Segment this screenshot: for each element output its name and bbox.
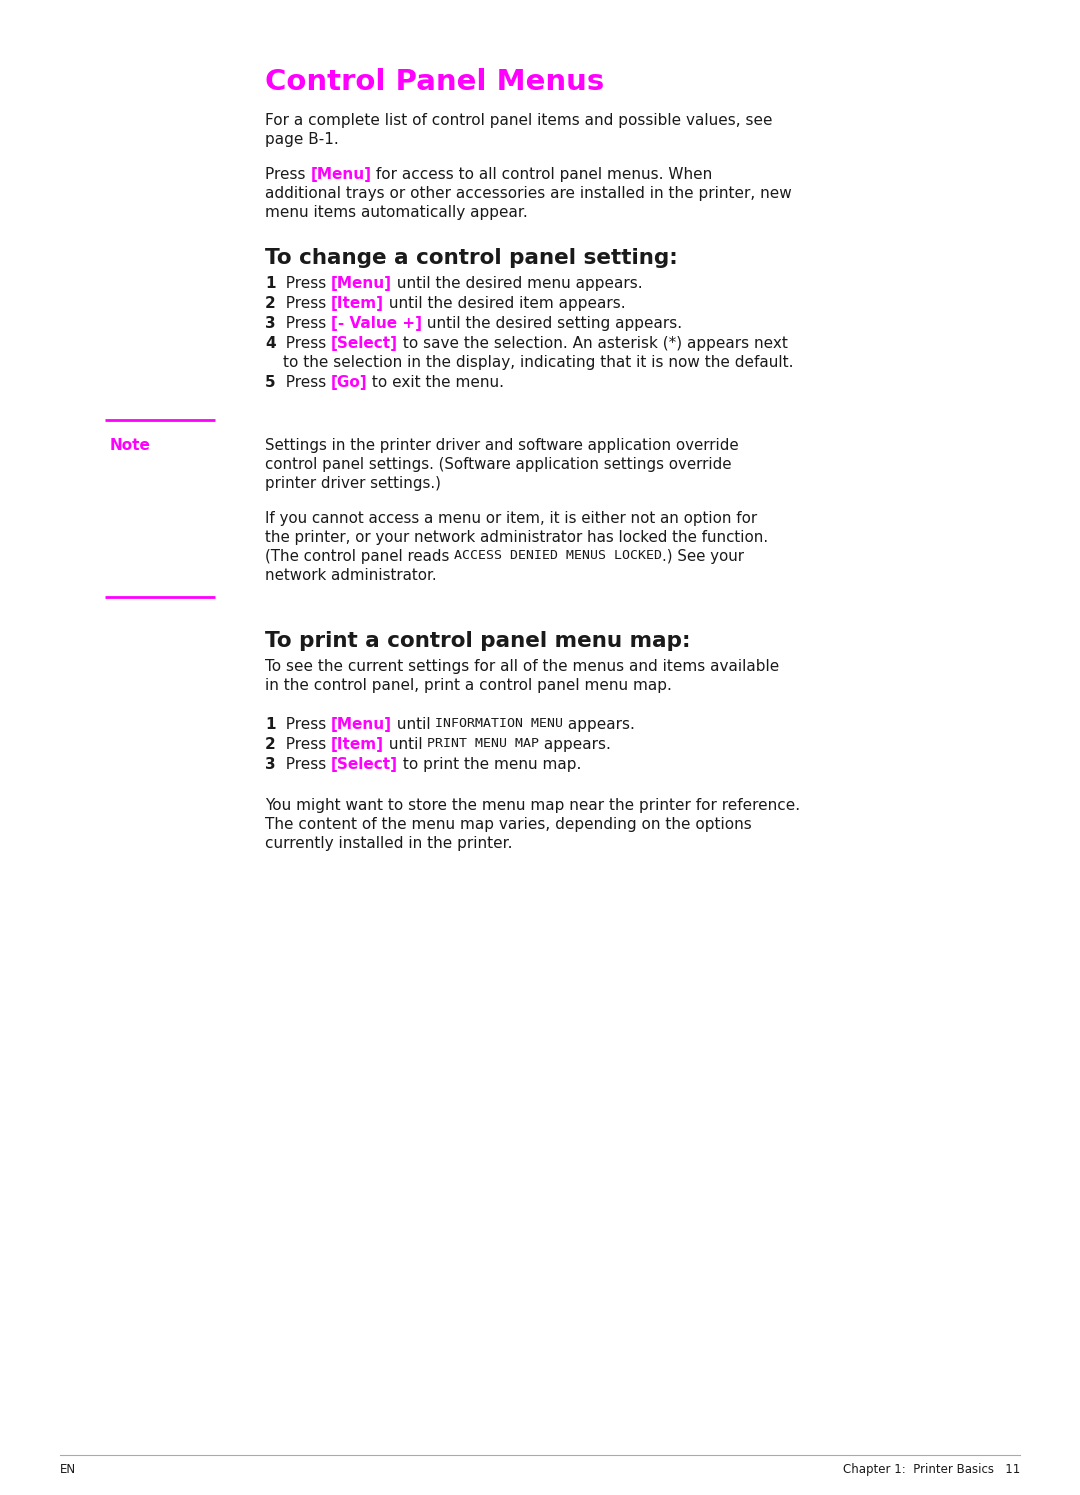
Text: 2: 2: [265, 296, 275, 311]
Text: To print a control panel menu map:: To print a control panel menu map:: [265, 631, 690, 650]
Text: until: until: [392, 718, 435, 733]
Text: to exit the menu.: to exit the menu.: [367, 375, 504, 390]
Text: to print the menu map.: to print the menu map.: [397, 756, 581, 771]
Text: the printer, or your network administrator has locked the function.: the printer, or your network administrat…: [265, 531, 768, 546]
Text: 1: 1: [265, 277, 275, 292]
Text: until the desired item appears.: until the desired item appears.: [383, 296, 625, 311]
Text: PRINT MENU MAP: PRINT MENU MAP: [428, 737, 539, 750]
Text: The content of the menu map varies, depending on the options: The content of the menu map varies, depe…: [265, 816, 752, 833]
Text: Control Panel Menus: Control Panel Menus: [265, 67, 604, 96]
Text: currently installed in the printer.: currently installed in the printer.: [265, 836, 513, 851]
Text: to the selection in the display, indicating that it is now the default.: to the selection in the display, indicat…: [283, 354, 794, 369]
Text: Press: Press: [265, 167, 310, 182]
Text: appears.: appears.: [539, 737, 611, 752]
Text: .) See your: .) See your: [662, 549, 744, 564]
Text: Press: Press: [275, 296, 330, 311]
Text: until the desired setting appears.: until the desired setting appears.: [422, 315, 681, 330]
Text: To see the current settings for all of the menus and items available: To see the current settings for all of t…: [265, 659, 780, 674]
Text: 3: 3: [265, 315, 275, 330]
Text: until: until: [383, 737, 428, 752]
Text: network administrator.: network administrator.: [265, 568, 436, 583]
Text: To change a control panel setting:: To change a control panel setting:: [265, 248, 678, 268]
Text: [Select]: [Select]: [330, 336, 397, 351]
Text: Press: Press: [275, 336, 330, 351]
Text: [Go]: [Go]: [330, 375, 367, 390]
Text: Press: Press: [275, 756, 330, 771]
Text: additional trays or other accessories are installed in the printer, new: additional trays or other accessories ar…: [265, 185, 792, 200]
Text: INFORMATION MENU: INFORMATION MENU: [435, 718, 563, 730]
Text: to save the selection. An asterisk (*) appears next: to save the selection. An asterisk (*) a…: [397, 336, 787, 351]
Text: Press: Press: [275, 315, 330, 330]
Text: For a complete list of control panel items and possible values, see: For a complete list of control panel ite…: [265, 114, 772, 129]
Text: Press: Press: [275, 375, 330, 390]
Text: [Menu]: [Menu]: [310, 167, 372, 182]
Text: (The control panel reads: (The control panel reads: [265, 549, 454, 564]
Text: [Menu]: [Menu]: [330, 277, 392, 292]
Text: EN: EN: [60, 1464, 76, 1476]
Text: ACCESS DENIED MENUS LOCKED: ACCESS DENIED MENUS LOCKED: [454, 549, 662, 562]
Text: If you cannot access a menu or item, it is either not an option for: If you cannot access a menu or item, it …: [265, 511, 757, 526]
Text: for access to all control panel menus. When: for access to all control panel menus. W…: [372, 167, 713, 182]
Text: 4: 4: [265, 336, 275, 351]
Text: printer driver settings.): printer driver settings.): [265, 475, 441, 490]
Text: [Menu]: [Menu]: [330, 718, 392, 733]
Text: control panel settings. (Software application settings override: control panel settings. (Software applic…: [265, 457, 731, 472]
Text: Settings in the printer driver and software application override: Settings in the printer driver and softw…: [265, 438, 739, 453]
Text: [- Value +]: [- Value +]: [330, 315, 422, 330]
Text: [Item]: [Item]: [330, 737, 383, 752]
Text: [Select]: [Select]: [330, 756, 397, 771]
Text: Press: Press: [275, 718, 330, 733]
Text: until the desired menu appears.: until the desired menu appears.: [392, 277, 643, 292]
Text: Chapter 1:  Printer Basics   11: Chapter 1: Printer Basics 11: [842, 1464, 1020, 1476]
Text: You might want to store the menu map near the printer for reference.: You might want to store the menu map nea…: [265, 798, 800, 813]
Text: menu items automatically appear.: menu items automatically appear.: [265, 205, 528, 220]
Text: Press: Press: [275, 737, 330, 752]
Text: page B-1.: page B-1.: [265, 132, 339, 147]
Text: appears.: appears.: [563, 718, 635, 733]
Text: in the control panel, print a control panel menu map.: in the control panel, print a control pa…: [265, 679, 672, 694]
Text: [Item]: [Item]: [330, 296, 383, 311]
Text: Press: Press: [275, 277, 330, 292]
Text: 5: 5: [265, 375, 275, 390]
Text: 2: 2: [265, 737, 275, 752]
Text: Note: Note: [110, 438, 151, 453]
Text: 1: 1: [265, 718, 275, 733]
Text: 3: 3: [265, 756, 275, 771]
